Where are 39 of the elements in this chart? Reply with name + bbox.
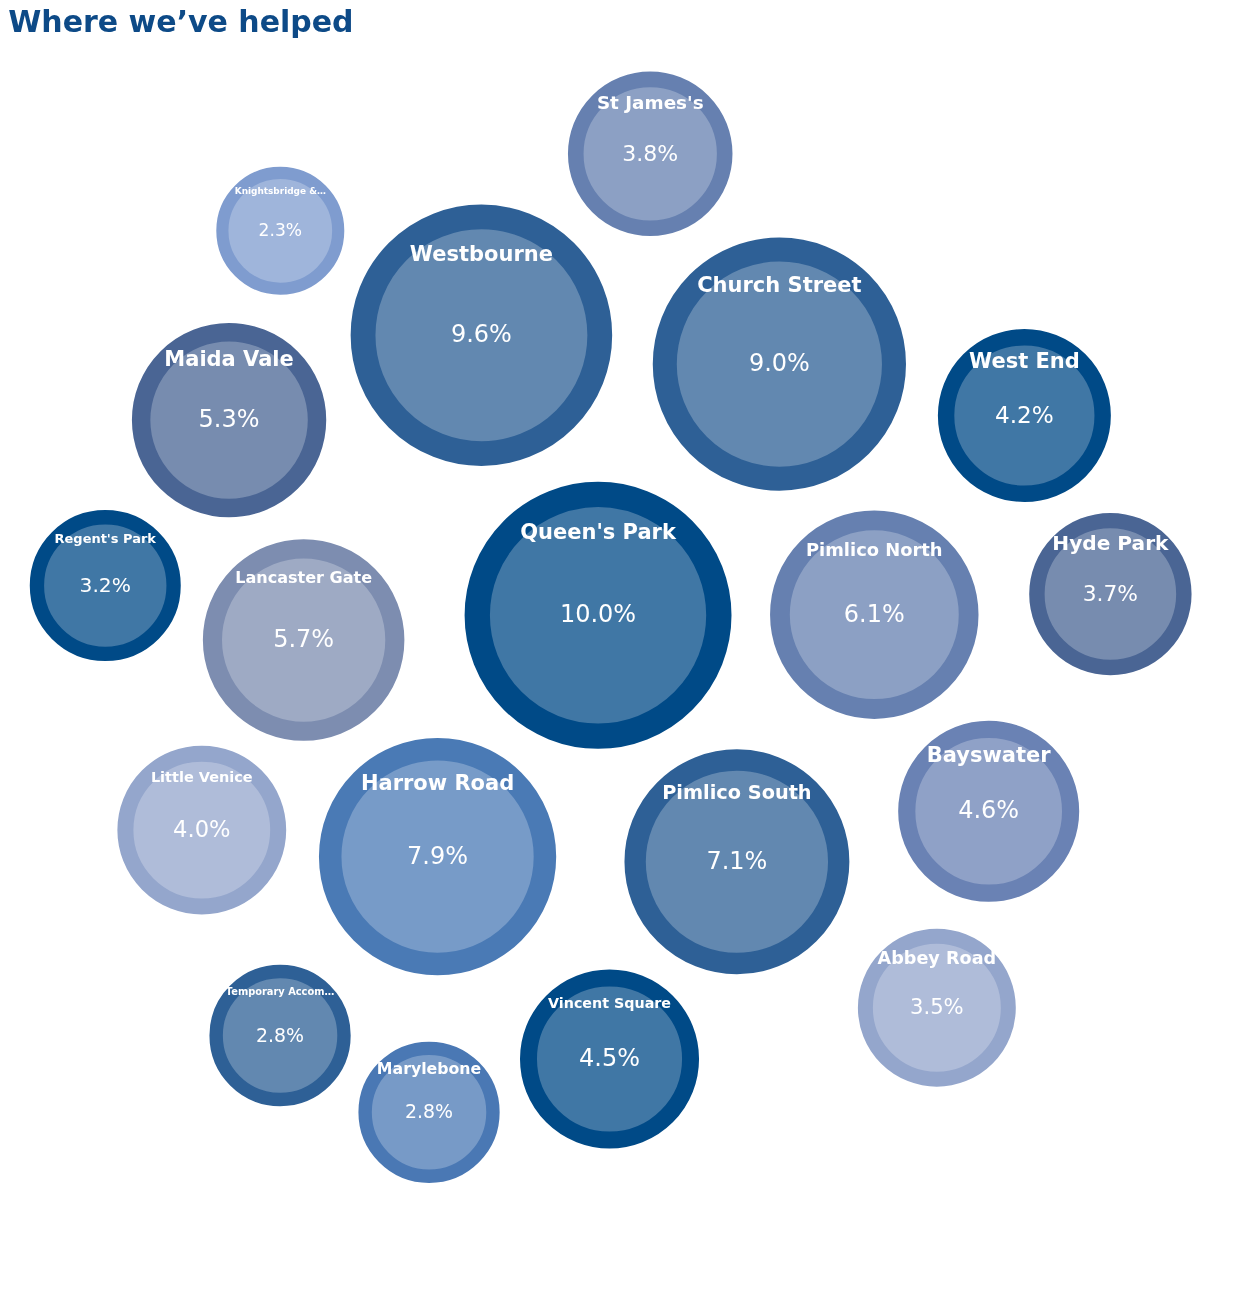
data-label: 7.1%	[706, 846, 768, 875]
data-label: 2.8%	[256, 1023, 305, 1046]
data-label: 10.0%	[559, 600, 637, 629]
category-label: Hyde Park	[1052, 531, 1170, 556]
data-label: 3.2%	[79, 572, 131, 597]
data-label: 5.7%	[273, 625, 335, 654]
category-label: Queen's Park	[520, 520, 677, 545]
data-label: 3.5%	[909, 993, 964, 1019]
category-label: Church Street	[697, 273, 862, 298]
category-label: Pimlico North	[806, 538, 943, 560]
data-label: 4.5%	[579, 1043, 640, 1072]
category-label: Lancaster Gate	[235, 568, 373, 588]
text: Where we’ve helped	[8, 4, 354, 40]
category-label: Harrow Road	[360, 770, 515, 795]
data-label: 4.2%	[994, 401, 1054, 428]
data-label: 2.8%	[405, 1100, 454, 1123]
data-label: 9.0%	[748, 349, 810, 378]
data-label: 3.7%	[1082, 581, 1138, 607]
category-label: Temporary Accom…	[225, 986, 335, 998]
category-label: Regent's Park	[54, 531, 157, 547]
category-label: Knightsbridge &…	[234, 186, 326, 197]
data-label: 4.0%	[173, 816, 231, 843]
category-label: Little Venice	[150, 769, 253, 786]
data-label: 3.8%	[622, 140, 679, 166]
data-label: 6.1%	[843, 599, 905, 628]
category-label: Bayswater	[926, 742, 1052, 767]
data-label: 2.3%	[258, 219, 303, 240]
category-label: Westbourne	[409, 241, 553, 266]
data-label: 7.9%	[407, 841, 469, 870]
category-label: St James's	[596, 92, 704, 114]
data-label: 5.3%	[198, 405, 260, 434]
category-label: Marylebone	[376, 1058, 482, 1078]
data-label: 4.6%	[958, 796, 1020, 825]
category-label: Pimlico South	[662, 780, 812, 804]
category-label: Maida Vale	[164, 347, 294, 372]
category-label: Vincent Square	[548, 994, 671, 1011]
category-label: West End	[969, 349, 1080, 374]
data-label: 9.6%	[450, 320, 512, 349]
category-label: Abbey Road	[877, 948, 997, 969]
